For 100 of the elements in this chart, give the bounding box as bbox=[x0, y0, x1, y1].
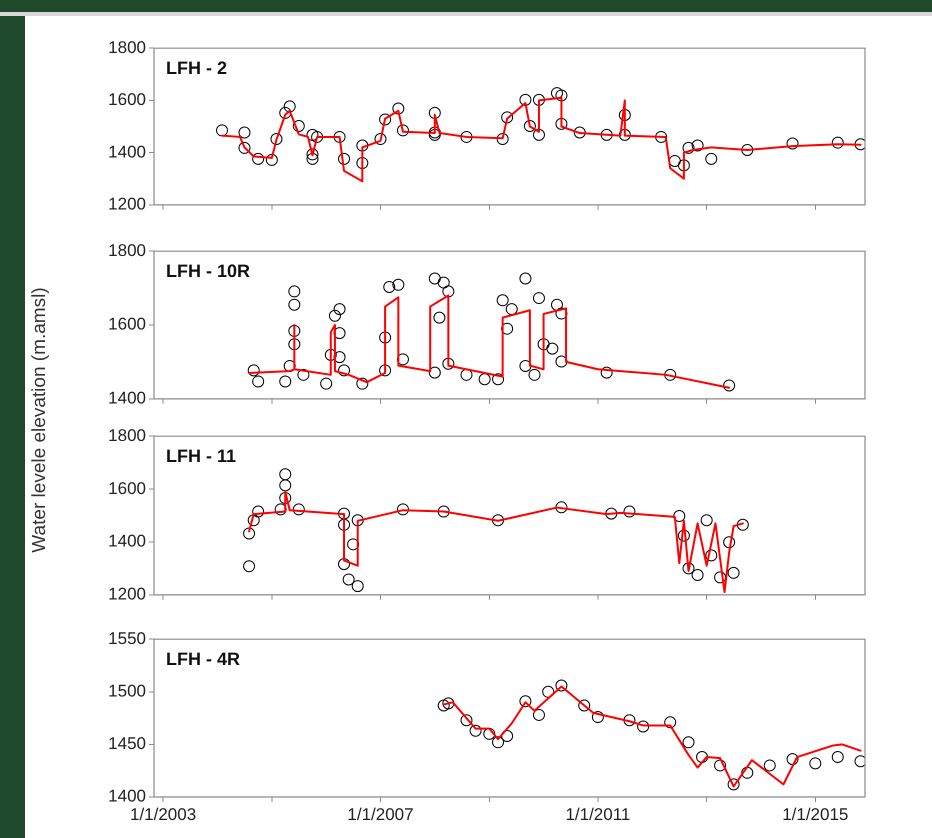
point bbox=[538, 338, 550, 350]
point bbox=[519, 94, 532, 106]
point bbox=[288, 338, 300, 350]
point bbox=[396, 124, 409, 136]
x-tick-label: 1/1/2007 bbox=[347, 804, 414, 824]
point bbox=[334, 303, 346, 316]
point bbox=[306, 148, 318, 160]
x-tick-label: 1/1/2003 bbox=[130, 804, 196, 824]
point bbox=[338, 518, 350, 531]
point bbox=[714, 759, 726, 772]
point bbox=[623, 714, 636, 726]
x-tick-label: 1/1/2011 bbox=[565, 804, 630, 824]
point bbox=[519, 360, 532, 372]
point bbox=[288, 324, 300, 337]
point bbox=[338, 364, 350, 376]
point bbox=[618, 109, 631, 122]
point bbox=[334, 351, 346, 364]
point bbox=[478, 373, 491, 386]
point bbox=[741, 766, 754, 779]
point bbox=[682, 562, 695, 574]
point bbox=[238, 126, 250, 139]
y-tick-label: 1450 bbox=[108, 734, 146, 754]
point bbox=[555, 118, 568, 130]
point bbox=[292, 120, 305, 132]
point bbox=[528, 368, 540, 381]
point bbox=[442, 285, 454, 298]
point bbox=[532, 94, 545, 106]
point bbox=[600, 128, 613, 141]
y-axis-title: Water levele elevation (m.amsl) bbox=[29, 287, 51, 553]
point bbox=[279, 492, 292, 504]
y-tick-label: 1800 bbox=[108, 38, 146, 57]
point bbox=[243, 560, 256, 572]
y-tick-label: 1400 bbox=[108, 532, 146, 551]
point bbox=[328, 310, 341, 322]
y-tick-label: 1550 bbox=[108, 628, 146, 648]
point bbox=[279, 468, 292, 480]
point bbox=[728, 778, 740, 790]
point bbox=[519, 272, 532, 285]
point bbox=[555, 89, 568, 102]
point bbox=[692, 568, 704, 581]
point bbox=[736, 518, 749, 531]
y-tick-label: 1600 bbox=[108, 90, 146, 110]
point bbox=[238, 142, 250, 154]
point bbox=[292, 503, 305, 516]
point bbox=[460, 130, 472, 143]
point bbox=[243, 527, 256, 540]
point bbox=[306, 128, 318, 141]
point bbox=[266, 154, 278, 166]
point bbox=[334, 327, 346, 340]
point bbox=[324, 348, 337, 361]
point bbox=[311, 130, 324, 143]
point bbox=[555, 308, 568, 320]
y-tick-label: 1600 bbox=[108, 314, 146, 334]
point bbox=[338, 152, 350, 165]
point bbox=[728, 566, 740, 579]
point bbox=[483, 728, 496, 740]
point bbox=[396, 353, 409, 366]
point bbox=[338, 558, 350, 570]
point bbox=[288, 285, 300, 298]
point bbox=[433, 312, 446, 324]
point bbox=[696, 751, 708, 764]
point bbox=[600, 366, 613, 379]
point bbox=[501, 322, 514, 335]
point bbox=[555, 501, 568, 514]
point bbox=[288, 298, 300, 311]
point bbox=[492, 373, 504, 386]
point bbox=[682, 142, 695, 154]
point bbox=[578, 699, 590, 712]
point bbox=[379, 113, 392, 126]
point bbox=[279, 479, 292, 492]
point bbox=[470, 724, 482, 737]
point bbox=[832, 751, 844, 764]
point bbox=[392, 278, 404, 291]
point bbox=[374, 133, 386, 146]
point bbox=[334, 130, 346, 143]
point bbox=[655, 130, 668, 143]
point bbox=[555, 356, 568, 368]
point bbox=[320, 378, 332, 390]
point bbox=[546, 342, 558, 355]
point bbox=[678, 530, 690, 542]
point bbox=[347, 538, 360, 550]
point bbox=[532, 128, 545, 141]
point bbox=[306, 152, 318, 165]
y-tick-label: 1200 bbox=[108, 194, 146, 214]
point bbox=[741, 144, 754, 156]
point bbox=[248, 514, 260, 526]
point bbox=[379, 332, 392, 344]
point bbox=[460, 714, 472, 726]
point bbox=[550, 298, 563, 311]
point bbox=[428, 366, 441, 379]
point bbox=[592, 711, 604, 724]
point bbox=[618, 128, 631, 141]
point bbox=[673, 510, 686, 522]
point bbox=[356, 378, 368, 390]
point bbox=[492, 514, 504, 526]
point bbox=[723, 536, 736, 548]
point bbox=[550, 87, 563, 100]
point bbox=[723, 380, 736, 392]
point bbox=[668, 154, 681, 167]
point bbox=[832, 136, 844, 149]
